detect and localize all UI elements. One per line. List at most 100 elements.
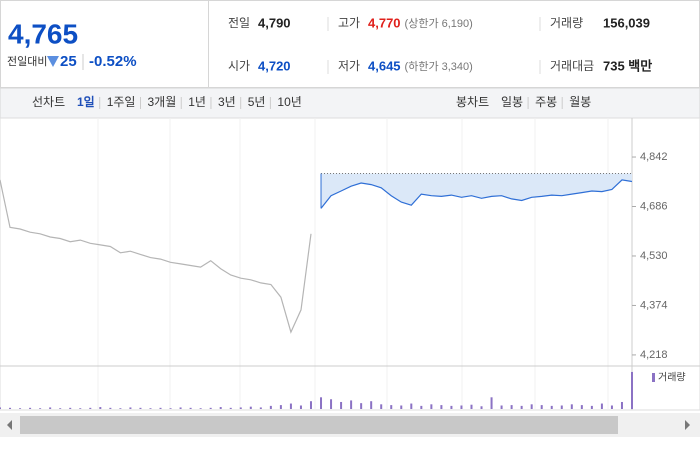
volume-bar xyxy=(410,403,413,409)
volume-bar xyxy=(530,404,533,409)
volume-bar xyxy=(179,407,182,409)
volume-bar xyxy=(420,405,423,409)
volume-bar xyxy=(520,405,523,409)
volume-bar xyxy=(500,405,503,409)
volume-bar xyxy=(460,405,463,409)
volume-bar xyxy=(370,401,373,409)
volume-bar xyxy=(490,397,493,409)
volume-bar xyxy=(279,405,282,409)
tab[interactable]: 주봉 xyxy=(535,95,557,109)
price-line xyxy=(0,179,312,334)
change-label: 전일대비 xyxy=(7,54,47,68)
volume-bar xyxy=(189,407,192,409)
y-tick-label: 4,842 xyxy=(640,151,668,163)
tab[interactable]: 3년 xyxy=(218,95,236,109)
tab[interactable]: 1주일 xyxy=(107,95,136,109)
volume-bar xyxy=(89,407,92,409)
tab-bar xyxy=(0,87,700,119)
down-icon xyxy=(47,56,59,67)
tab-label: 선차트 xyxy=(32,95,65,109)
volume-bar xyxy=(9,407,12,409)
volume-bar xyxy=(109,407,112,409)
volume-bar xyxy=(259,407,262,409)
tab[interactable]: 월봉 xyxy=(569,95,591,109)
volume-bar xyxy=(570,404,573,409)
volume-bar xyxy=(540,405,543,409)
volume-bar xyxy=(350,400,353,409)
y-tick-label: 4,686 xyxy=(640,200,668,212)
volume-bar xyxy=(580,405,583,409)
volume-bar xyxy=(99,407,102,409)
stat-note: (하한가 3,340) xyxy=(405,59,473,73)
volume-bar xyxy=(149,408,152,409)
tab[interactable]: 5년 xyxy=(248,95,266,109)
volume-bar xyxy=(269,405,272,409)
volume-bar xyxy=(39,408,42,409)
volume-bar xyxy=(49,407,52,409)
y-tick-label: 4,374 xyxy=(640,299,668,311)
volume-bar xyxy=(169,408,172,409)
volume-bar xyxy=(631,371,633,409)
stat-label: 거래대금 xyxy=(550,59,594,73)
stat-label: 전일 xyxy=(228,16,250,30)
volume-bar xyxy=(199,408,202,409)
tab-label: 봉차트 xyxy=(456,95,489,109)
stat-label: 거래량 xyxy=(550,16,583,30)
plot-area xyxy=(0,117,700,411)
stat-value: 4,790 xyxy=(258,15,291,30)
stat-value: 4,720 xyxy=(258,58,291,73)
volume-bar xyxy=(620,401,623,409)
volume-bar xyxy=(159,407,162,409)
tab[interactable]: 3개월 xyxy=(147,95,176,109)
volume-bar xyxy=(450,405,453,409)
tab[interactable]: 1년 xyxy=(188,95,206,109)
stat-label: 시가 xyxy=(228,59,250,73)
volume-bar xyxy=(59,408,62,409)
volume-bar xyxy=(249,406,252,409)
volume-bar xyxy=(309,401,312,409)
volume-bar xyxy=(400,405,403,409)
volume-bar xyxy=(590,405,593,409)
volume-bar xyxy=(430,404,433,409)
change-pct: -0.52% xyxy=(89,53,137,70)
volume-bar xyxy=(209,407,212,409)
volume-bar xyxy=(19,408,22,409)
volume-bar xyxy=(330,399,333,409)
volume-bar xyxy=(380,404,383,409)
volume-bar xyxy=(390,405,393,409)
stat-value: 735 백만 xyxy=(603,58,652,73)
volume-bar xyxy=(129,407,132,409)
tab[interactable]: 10년 xyxy=(277,95,301,109)
volume-bar xyxy=(219,407,222,409)
volume-bar xyxy=(560,405,563,409)
legend-swatch xyxy=(652,373,655,382)
stat-label: 고가 xyxy=(338,16,360,30)
volume-bar xyxy=(29,407,32,409)
tab[interactable]: 1일 xyxy=(77,95,95,109)
scroll-right[interactable] xyxy=(685,420,690,430)
volume-bar xyxy=(320,397,323,409)
volume-bar xyxy=(550,405,553,409)
volume-bar xyxy=(440,405,443,409)
volume-bar xyxy=(610,405,613,409)
volume-bar xyxy=(239,407,242,409)
legend-label: 거래량 xyxy=(658,372,686,384)
scroll-thumb[interactable] xyxy=(20,416,618,434)
volume-bar xyxy=(299,405,302,409)
stat-value: 4,770 xyxy=(368,15,401,30)
stat-value: 156,039 xyxy=(603,15,650,30)
y-tick-label: 4,218 xyxy=(640,349,668,361)
quote-panel xyxy=(0,0,700,88)
scroll-left[interactable] xyxy=(7,420,12,430)
volume-bar xyxy=(79,408,82,409)
volume-bar xyxy=(470,404,473,409)
volume-bar xyxy=(229,407,232,409)
volume-bar xyxy=(510,405,513,409)
stat-note: (상한가 6,190) xyxy=(405,17,473,30)
price-line xyxy=(320,179,633,209)
volume-bar xyxy=(139,407,142,409)
y-tick-label: 4,530 xyxy=(640,250,668,262)
tab[interactable]: 일봉 xyxy=(501,95,523,109)
